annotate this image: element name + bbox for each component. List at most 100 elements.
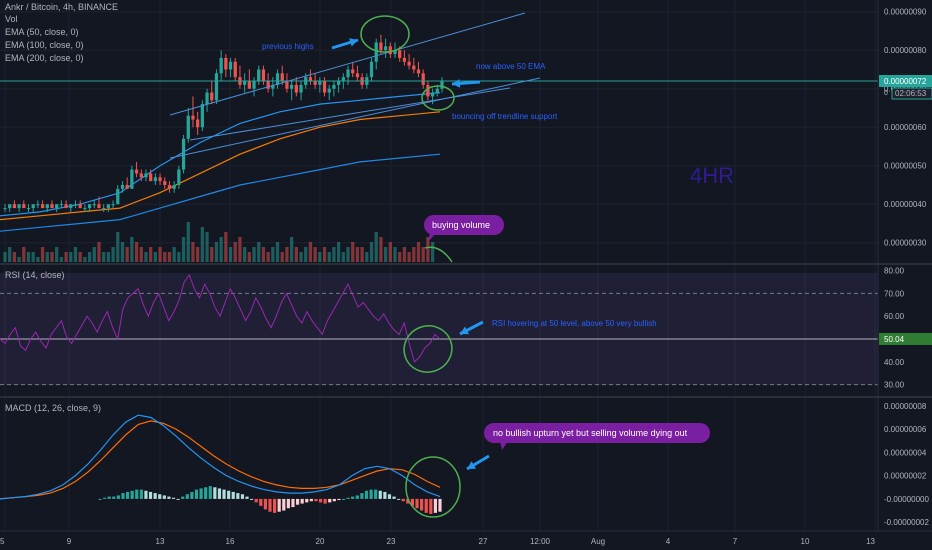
candle-up — [130, 169, 134, 189]
candle-up — [172, 184, 176, 189]
macd-histogram-bar — [135, 489, 139, 499]
volume-bar — [92, 247, 96, 262]
macd-histogram-bar — [364, 490, 369, 499]
arrow-previous-highs-head — [349, 38, 358, 47]
rsi-tick-label: 60.00 — [884, 312, 905, 321]
macd-histogram-bar — [318, 498, 323, 503]
macd-histogram-bar — [167, 496, 171, 499]
macd-histogram-bar — [139, 489, 143, 499]
candle-down — [22, 204, 26, 209]
macd-histogram-bar — [295, 498, 300, 505]
volume-bar — [388, 242, 392, 262]
macd-histogram-bar — [323, 498, 327, 504]
volume-bar — [125, 247, 129, 262]
candle-down — [266, 81, 270, 89]
candle-down — [224, 57, 228, 70]
macd-histogram-bar — [185, 494, 189, 499]
candle-up — [17, 204, 21, 209]
symbol-legend[interactable]: Ankr / Bitcoin, 4h, BINANCE — [5, 2, 119, 12]
legend-macd[interactable]: MACD (12, 26, close, 9) — [5, 403, 102, 413]
macd-histogram-bar — [213, 487, 217, 499]
macd-histogram-bar — [107, 496, 111, 499]
macd-signal-line — [0, 420, 441, 500]
legend-ema100[interactable]: EMA (100, close, 0) — [5, 40, 84, 50]
legend-vol[interactable]: Vol — [5, 14, 18, 24]
volume-bar — [379, 237, 383, 262]
macd-histogram-bar — [121, 493, 125, 499]
macd-histogram-bar — [153, 493, 157, 499]
candle-down — [261, 69, 266, 82]
macd-tick-label: -0.00000000 — [884, 495, 929, 504]
volume-bar — [139, 247, 143, 262]
volume-bar — [200, 227, 204, 262]
time-tick-label: 20 — [316, 537, 325, 546]
volume-bar — [45, 252, 49, 262]
candle-down — [388, 46, 392, 55]
volume-bar — [247, 252, 251, 262]
volume-bar — [3, 252, 7, 262]
volume-bar — [22, 247, 26, 262]
volume-bar — [111, 247, 115, 262]
macd-histogram-bar — [227, 490, 231, 499]
macd-histogram-bar — [383, 491, 387, 499]
volume-bar — [332, 247, 336, 262]
candle-up — [219, 57, 223, 74]
legend-rsi[interactable]: RSI (14, close) — [5, 270, 65, 280]
volume-bar — [365, 252, 369, 262]
volume-bar — [243, 247, 247, 262]
macd-histogram-bar — [236, 493, 240, 499]
volume-bar — [313, 247, 317, 262]
volume-bar — [271, 247, 275, 262]
candle-up — [144, 173, 148, 178]
volume-bar — [210, 247, 214, 262]
candle-up — [55, 204, 59, 209]
bubble-macd — [484, 423, 710, 443]
candle-up — [31, 204, 35, 209]
time-tick-label: 13 — [866, 537, 875, 546]
candle-up — [111, 204, 115, 206]
volume-bar — [360, 247, 364, 262]
candle-down — [351, 69, 355, 74]
candle-down — [285, 81, 289, 89]
macd-histogram-bar — [378, 490, 382, 499]
ema50-line — [0, 92, 441, 217]
ema200-line — [0, 153, 441, 232]
candle-down — [139, 173, 143, 178]
candle-up — [393, 50, 397, 55]
volume-bar — [275, 242, 280, 262]
legend-ema200[interactable]: EMA (200, close, 0) — [5, 53, 84, 63]
candle-down — [294, 84, 298, 93]
price-tick-label: 0.00000030 — [884, 239, 927, 248]
volume-bar — [64, 252, 68, 262]
candle-down — [163, 181, 167, 185]
volume-bar — [285, 247, 289, 262]
last-price-tag — [879, 75, 932, 88]
candle-up — [430, 92, 435, 97]
volume-bar — [351, 242, 355, 262]
candle-up — [318, 81, 322, 85]
candle-up — [271, 84, 275, 89]
legend-ema50[interactable]: EMA (50, close, 0) — [5, 27, 79, 37]
macd-histogram-bar — [245, 496, 249, 499]
candle-up — [26, 208, 31, 210]
volume-bar — [55, 247, 59, 262]
trendlines — [0, 12, 878, 159]
volume-bar — [426, 237, 430, 262]
volume-bar — [393, 247, 397, 262]
volume-bar — [407, 252, 411, 262]
volume-bar — [327, 252, 331, 262]
volume-bar — [120, 242, 125, 262]
candle-down — [426, 84, 430, 97]
macd-histogram-bar — [144, 490, 148, 499]
candle-up — [214, 73, 219, 101]
candle-down — [158, 177, 162, 182]
candle-up — [153, 177, 157, 182]
candle-down — [416, 69, 421, 74]
candle-up — [243, 81, 247, 85]
candle-down — [97, 204, 101, 209]
macd-histogram-bar — [176, 498, 180, 500]
price-tick-label: 0.00000060 — [884, 123, 927, 132]
candle-up — [73, 204, 78, 206]
macd-histogram-bar — [314, 498, 318, 502]
